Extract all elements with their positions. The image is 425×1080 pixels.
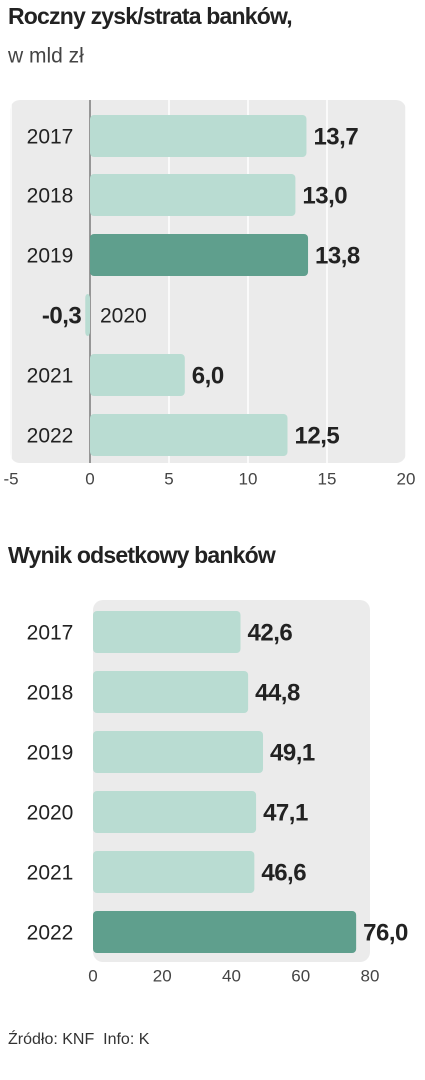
bar [93,791,257,833]
category-label: 2022 [27,425,74,448]
x-tick-label: 80 [361,966,380,985]
value-label: 13,7 [313,123,358,150]
value-label: 6,0 [192,362,224,389]
category-label: 2017 [27,622,74,645]
category-label: 2019 [27,245,74,268]
category-label: 2019 [27,742,74,765]
plot-background [93,600,370,962]
value-label: 13,8 [315,242,360,269]
category-label: 2018 [27,682,74,705]
x-tick-label: 20 [153,966,172,985]
category-label: 2021 [27,862,74,885]
bar [90,414,288,456]
x-tick-label: 40 [222,966,241,985]
value-label: 76,0 [363,919,408,946]
x-tick-label: 5 [164,469,173,488]
category-label: 2020 [100,305,147,328]
bar [85,294,90,336]
x-tick-label: 60 [291,966,310,985]
value-label: 42,6 [248,619,293,646]
x-tick-label: 15 [318,469,337,488]
bar [93,911,357,953]
value-label: 44,8 [255,679,300,706]
bar [93,671,249,713]
category-label: 2020 [27,802,74,825]
bar [90,354,185,396]
value-label: 46,6 [261,859,306,886]
chart-title: Roczny zysk/strata banków, [8,3,292,29]
chart-title: Wynik odsetkowy banków [8,542,276,568]
value-label: -0,3 [42,302,82,329]
value-label: 49,1 [270,739,315,766]
x-tick-label: -5 [3,469,18,488]
bar [90,115,307,157]
bar [93,851,255,893]
bar [90,174,296,216]
chart-subtitle: w mld zł [7,45,84,68]
x-tick-label: 20 [397,469,416,488]
value-label: 12,5 [295,422,340,449]
value-label: 47,1 [263,799,308,826]
x-tick-label: 10 [239,469,258,488]
category-label: 2021 [27,365,74,388]
value-label: 13,0 [302,182,347,209]
category-label: 2018 [27,185,74,208]
category-label: 2022 [27,922,74,945]
x-tick-label: 0 [85,469,94,488]
source-note: Źródło: KNF Info: K [8,1029,150,1048]
bar [93,731,264,773]
x-tick-label: 0 [88,966,97,985]
bar [90,234,309,276]
category-label: 2017 [27,126,74,149]
bar [93,611,241,653]
